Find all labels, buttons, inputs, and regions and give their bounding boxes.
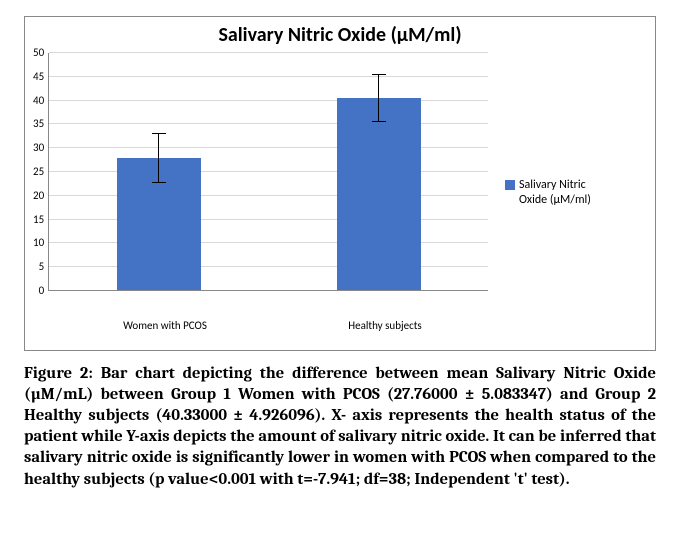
gridline xyxy=(49,52,488,53)
error-cap xyxy=(372,74,386,75)
axes-area: 50454035302520151050 xyxy=(33,53,495,313)
y-axis: 50454035302520151050 xyxy=(33,53,48,291)
gridline xyxy=(49,100,488,101)
gridline xyxy=(49,171,488,172)
gridline xyxy=(49,147,488,148)
error-bar xyxy=(378,75,379,122)
error-bar xyxy=(158,134,159,182)
chart-title: Salivary Nitric Oxide (µM/ml) xyxy=(33,23,647,47)
legend: Salivary Nitric Oxide (µM/ml) xyxy=(495,53,615,333)
gridline xyxy=(49,123,488,124)
gridline xyxy=(49,195,488,196)
gridline xyxy=(49,76,488,77)
plot-column: 50454035302520151050 Women with PCOSHeal… xyxy=(33,53,495,333)
legend-item: Salivary Nitric Oxide (µM/ml) xyxy=(505,178,615,208)
plot-area xyxy=(48,53,488,291)
figure-caption: Figure 2: Bar chart depicting the differ… xyxy=(24,363,656,490)
error-cap xyxy=(372,121,386,122)
gridline xyxy=(49,242,488,243)
error-cap xyxy=(152,182,166,183)
x-axis: Women with PCOSHealthy subjects xyxy=(55,319,495,332)
chart-body: 50454035302520151050 Women with PCOSHeal… xyxy=(33,53,647,333)
gridline xyxy=(49,219,488,220)
chart-panel: Salivary Nitric Oxide (µM/ml) 5045403530… xyxy=(24,16,656,351)
bar xyxy=(337,98,421,290)
gridline xyxy=(49,266,488,267)
error-cap xyxy=(152,133,166,134)
x-label: Women with PCOS xyxy=(55,319,275,332)
figure-container: Salivary Nitric Oxide (µM/ml) 5045403530… xyxy=(0,0,685,500)
legend-swatch xyxy=(505,180,515,190)
x-label: Healthy subjects xyxy=(275,319,495,332)
legend-label: Salivary Nitric Oxide (µM/ml) xyxy=(519,178,615,208)
